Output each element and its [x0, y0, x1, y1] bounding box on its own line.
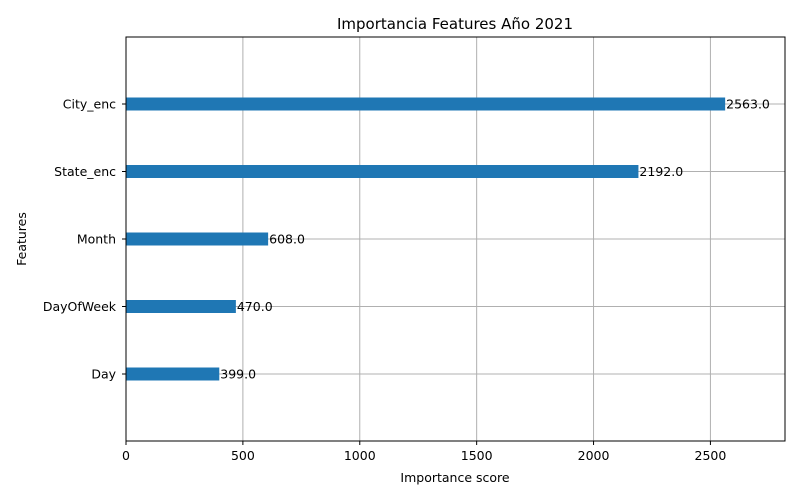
chart-title: Importancia Features Año 2021: [337, 15, 573, 33]
data-label-State_enc: 2192.0: [639, 164, 683, 179]
x-tick-label: 1500: [461, 448, 493, 463]
y-axis-ticks: City_enc State_enc Month DayOfWeek Day: [43, 97, 126, 382]
y-tick-label: Month: [77, 232, 116, 247]
y-tick-label: DayOfWeek: [43, 299, 117, 314]
bar-Month: [126, 232, 269, 246]
data-label-Month: 608.0: [269, 232, 305, 247]
bar-City_enc: [126, 97, 726, 111]
x-axis-title: Importance score: [400, 470, 510, 485]
bars-group: [126, 97, 726, 381]
bar-Day: [126, 367, 220, 381]
x-tick-label: 500: [231, 448, 255, 463]
data-label-DayOfWeek: 470.0: [237, 299, 273, 314]
x-tick-label: 2000: [578, 448, 610, 463]
data-label-City_enc: 2563.0: [726, 97, 770, 112]
x-tick-label: 0: [122, 448, 130, 463]
x-tick-label: 2500: [695, 448, 727, 463]
y-tick-label: State_enc: [54, 164, 116, 179]
y-tick-label: City_enc: [63, 97, 116, 112]
data-label-Day: 399.0: [220, 367, 256, 382]
bar-DayOfWeek: [126, 300, 236, 313]
data-labels-group: 2563.0 2192.0 608.0 470.0 399.0: [220, 97, 770, 382]
y-axis-title: Features: [14, 212, 29, 266]
x-tick-label: 1000: [344, 448, 376, 463]
bar-State_enc: [126, 165, 639, 178]
x-axis-ticks: 0 500 1000 1500 2000 2500: [122, 441, 726, 463]
y-tick-label: Day: [91, 367, 116, 382]
